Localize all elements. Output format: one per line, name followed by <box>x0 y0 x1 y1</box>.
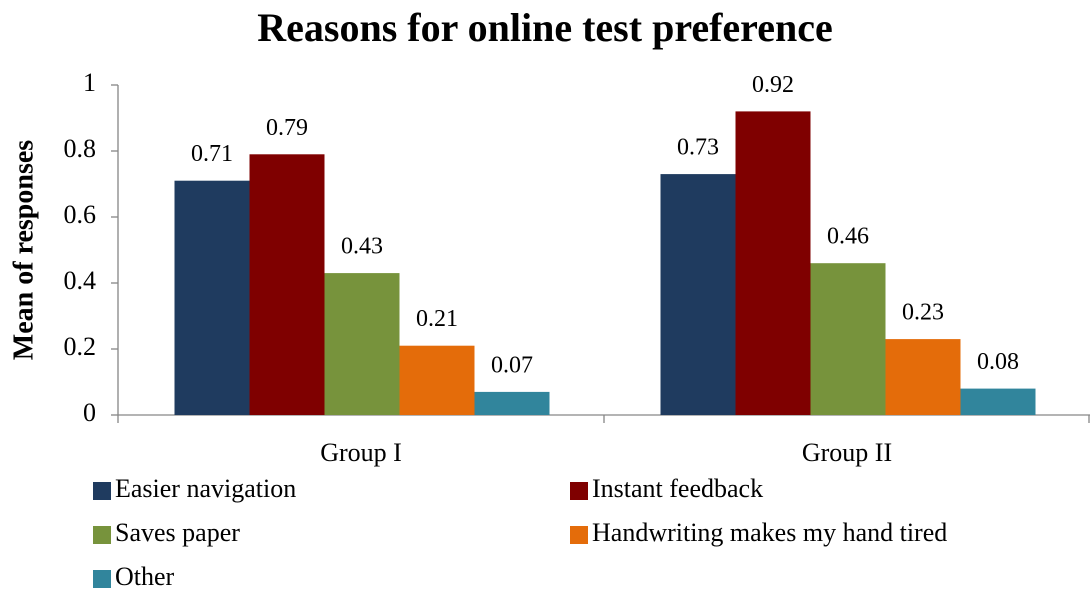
value-label: 0.79 <box>266 115 308 141</box>
legend-label: Instant feedback <box>592 474 763 503</box>
bar <box>399 345 475 415</box>
bar <box>174 180 250 415</box>
bar <box>960 388 1036 415</box>
value-label: 0.71 <box>191 141 233 167</box>
bar <box>735 111 811 416</box>
y-axis-label: Mean of responses <box>8 140 39 360</box>
legend-swatch <box>93 482 111 500</box>
y-tick-label: 0.8 <box>64 134 97 163</box>
value-label: 0.21 <box>416 306 458 332</box>
bar <box>474 391 550 415</box>
y-tick-label: 0.2 <box>64 332 97 361</box>
value-label: 0.23 <box>902 300 944 326</box>
y-tick-label: 1 <box>83 68 96 97</box>
y-tick-label: 0 <box>83 398 96 427</box>
bar <box>324 273 400 415</box>
bar <box>885 339 961 415</box>
value-label: 0.07 <box>491 352 533 378</box>
value-label: 0.92 <box>752 72 794 98</box>
value-label: 0.46 <box>827 224 869 250</box>
x-tick-label: Group II <box>802 438 892 467</box>
y-tick-label: 0.6 <box>64 200 97 229</box>
legend-swatch <box>93 570 111 588</box>
legend-label: Other <box>115 562 175 591</box>
value-label: 0.73 <box>677 135 719 161</box>
x-tick-label: Group I <box>320 438 402 467</box>
legend-label: Easier navigation <box>115 474 296 503</box>
legend-label: Handwriting makes my hand tired <box>592 518 947 547</box>
value-label: 0.43 <box>341 234 383 260</box>
bar <box>810 263 886 415</box>
legend-swatch <box>570 482 588 500</box>
value-label: 0.08 <box>977 349 1019 375</box>
y-tick-label: 0.4 <box>64 266 97 295</box>
bar <box>660 174 736 415</box>
legend-label: Saves paper <box>115 518 240 547</box>
bar <box>249 154 325 416</box>
chart-title: Reasons for online test preference <box>257 5 832 50</box>
legend-swatch <box>570 526 588 544</box>
legend-swatch <box>93 526 111 544</box>
